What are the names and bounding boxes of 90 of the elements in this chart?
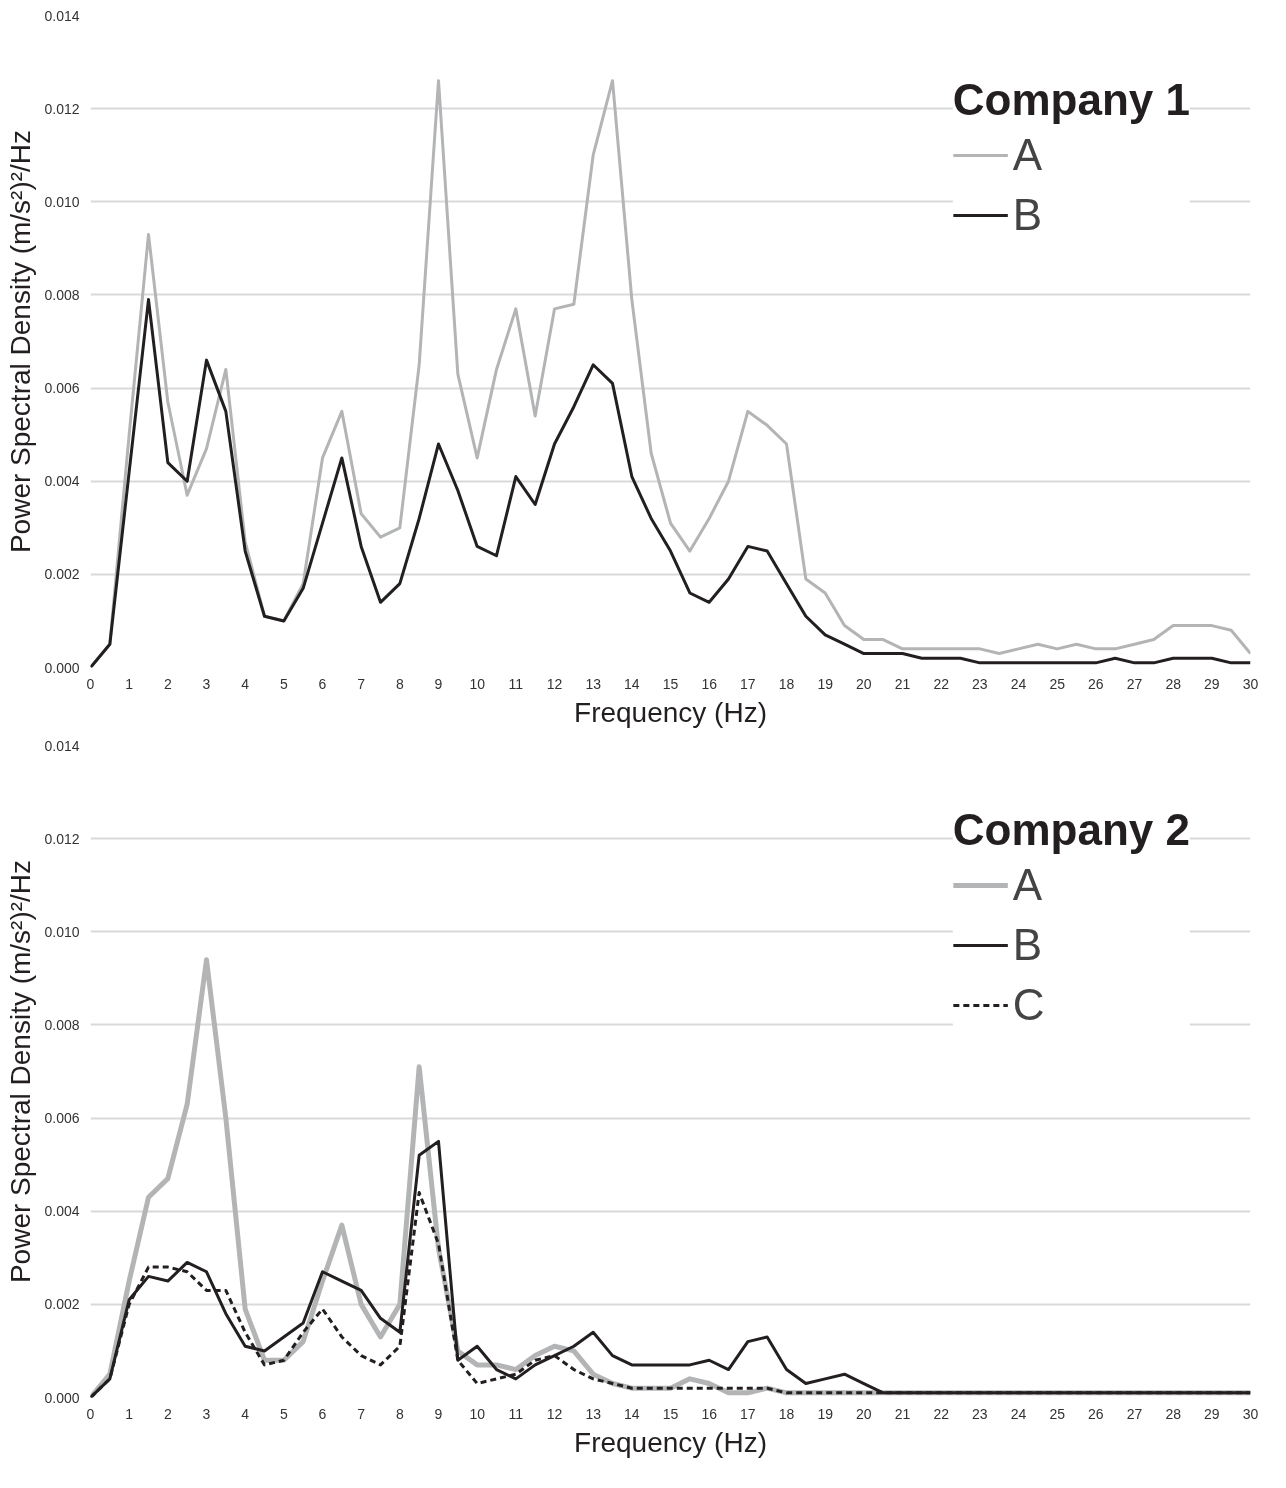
x-tick-label: 4 [241,1405,250,1422]
x-tick-label: 19 [817,675,834,692]
x-tick-label: 1 [125,1405,134,1422]
y-tick-label: 0.000 [44,1389,80,1406]
legend-title: Company 2 [952,805,1190,855]
x-tick-label: 22 [933,1405,950,1422]
x-tick-label: 27 [1126,1405,1143,1422]
x-tick-label: 14 [624,1405,640,1422]
x-tick-label: 21 [894,675,911,692]
x-tick-label: 25 [1049,675,1066,692]
y-tick-label: 0.002 [44,566,80,583]
x-tick-label: 10 [469,1405,486,1422]
x-tick-label: 2 [163,1405,172,1422]
x-tick-label: 0 [86,1405,95,1422]
x-tick-label: 4 [241,675,250,692]
y-tick-label: 0.008 [44,1016,80,1033]
x-tick-label: 14 [624,675,640,692]
y-tick-label: 0.006 [44,1110,80,1127]
x-tick-label: 2 [163,675,172,692]
x-tick-label: 12 [546,675,563,692]
y-tick-label: 0.002 [44,1296,80,1313]
x-tick-label: 5 [279,675,288,692]
x-tick-label: 13 [585,1405,602,1422]
x-tick-label: 21 [894,1405,911,1422]
legend-label: B [1012,920,1043,970]
x-tick-label: 8 [395,1405,404,1422]
y-tick-label: 0.012 [44,100,80,117]
x-tick-label: 18 [778,675,795,692]
x-tick-label: 5 [279,1405,288,1422]
x-axis-title: Frequency (Hz) [574,696,767,728]
x-tick-label: 7 [357,675,366,692]
y-axis-title: Power Spectral Density (m/s²)²/Hz [5,859,37,1284]
y-tick-label: 0.008 [44,286,80,303]
x-tick-label: 24 [1010,675,1027,692]
legend-label: A [1012,130,1043,180]
x-tick-label: 3 [202,1405,211,1422]
y-tick-label: 0.010 [44,923,80,940]
x-tick-label: 28 [1165,675,1182,692]
x-tick-label: 6 [318,675,327,692]
x-tick-label: 11 [508,675,524,692]
x-tick-label: 25 [1049,1405,1066,1422]
x-tick-label: 29 [1204,1405,1220,1422]
x-tick-label: 23 [972,1405,988,1422]
x-tick-label: 23 [972,675,988,692]
x-tick-label: 16 [701,1405,718,1422]
x-tick-label: 30 [1242,1405,1259,1422]
y-tick-label: 0.000 [44,659,80,676]
x-tick-label: 0 [86,675,95,692]
y-tick-label: 0.014 [44,737,80,754]
x-tick-label: 27 [1126,675,1143,692]
x-tick-label: 16 [701,675,718,692]
x-axis-title: Frequency (Hz) [574,1426,767,1458]
x-tick-label: 13 [585,675,602,692]
x-tick-label: 20 [856,1405,872,1422]
legend-label: A [1012,860,1043,910]
x-tick-label: 28 [1165,1405,1182,1422]
x-tick-label: 9 [434,675,443,692]
x-tick-label: 8 [395,675,404,692]
y-tick-label: 0.012 [44,830,80,847]
x-tick-label: 29 [1204,675,1220,692]
x-tick-label: 26 [1088,1405,1104,1422]
x-tick-label: 15 [662,1405,679,1422]
x-tick-label: 9 [434,1405,443,1422]
x-tick-label: 1 [125,675,134,692]
x-tick-label: 10 [469,675,486,692]
y-tick-label: 0.004 [44,473,80,490]
x-tick-label: 30 [1242,675,1259,692]
y-axis-title: Power Spectral Density (m/s²)²/Hz [5,129,37,554]
y-tick-label: 0.010 [44,193,80,210]
legend-title: Company 1 [952,75,1190,125]
x-tick-label: 15 [662,675,679,692]
legend-label: C [1012,980,1045,1030]
x-tick-label: 19 [817,1405,834,1422]
x-tick-label: 7 [357,1405,366,1422]
y-tick-label: 0.004 [44,1203,80,1220]
y-tick-label: 0.006 [44,380,80,397]
y-tick-label: 0.014 [44,7,80,24]
x-tick-label: 26 [1088,675,1104,692]
x-tick-label: 12 [546,1405,563,1422]
x-tick-label: 3 [202,675,211,692]
x-tick-label: 17 [740,675,756,692]
x-tick-label: 22 [933,675,950,692]
x-tick-label: 6 [318,1405,327,1422]
x-tick-label: 11 [508,1405,524,1422]
legend-label: B [1012,190,1043,240]
line-series [90,298,1251,668]
x-tick-label: 18 [778,1405,795,1422]
x-tick-label: 24 [1010,1405,1027,1422]
x-tick-label: 20 [856,675,872,692]
x-tick-label: 17 [740,1405,756,1422]
